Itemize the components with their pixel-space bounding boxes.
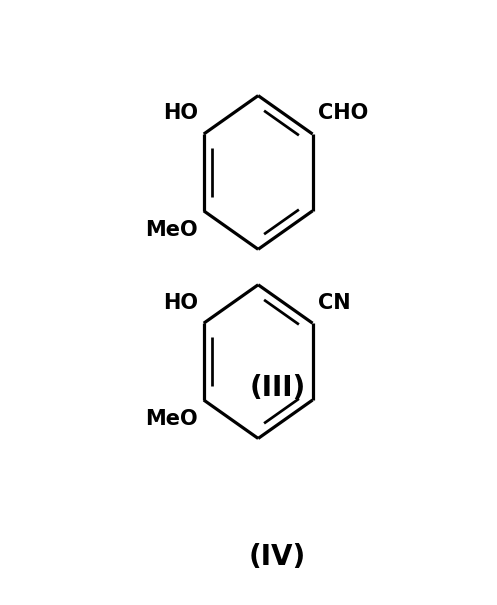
Text: CN: CN [319, 293, 351, 313]
Text: CHO: CHO [319, 103, 369, 123]
Text: (III): (III) [249, 374, 306, 402]
Text: (IV): (IV) [249, 543, 306, 571]
Text: MeO: MeO [145, 220, 198, 240]
Text: HO: HO [163, 103, 198, 123]
Text: HO: HO [163, 293, 198, 313]
Text: MeO: MeO [145, 409, 198, 429]
